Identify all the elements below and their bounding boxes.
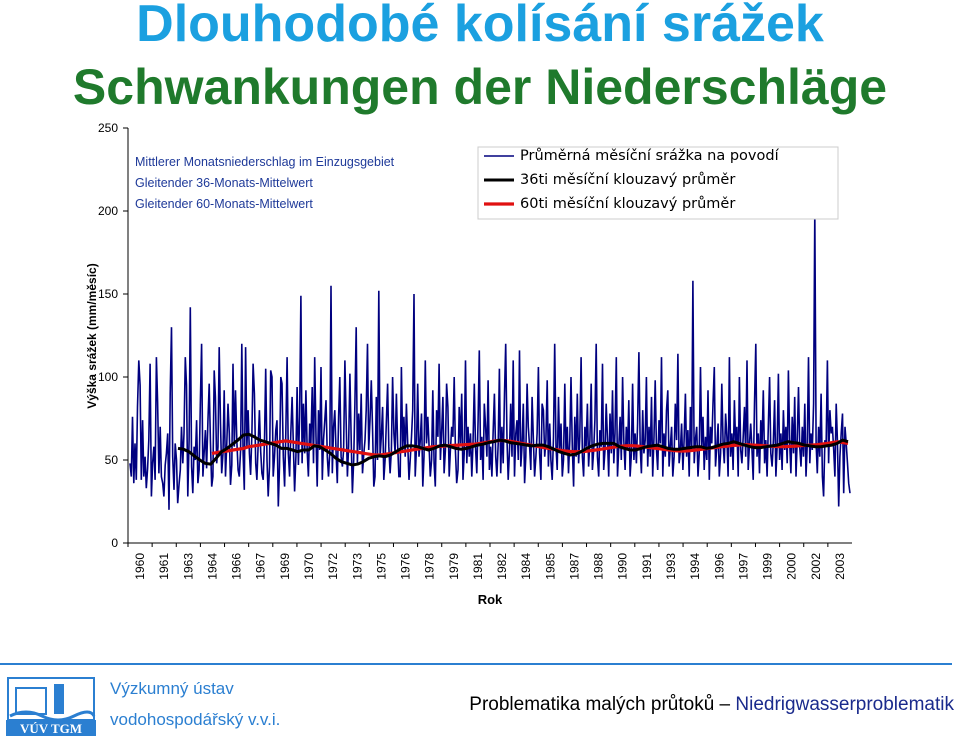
- svg-text:VÚV TGM: VÚV TGM: [20, 721, 82, 736]
- legend-german-entry: Gleitender 60-Monats-Mittelwert: [135, 197, 313, 211]
- legend-german-entry: Mittlerer Monatsniederschlag im Einzugsg…: [135, 155, 395, 169]
- y-axis-title: Výška srážek (mm/měsíc): [85, 263, 99, 408]
- x-tick-label: 1988: [592, 553, 606, 580]
- x-tick-label: 1972: [326, 553, 340, 580]
- y-tick-label: 250: [98, 121, 118, 135]
- y-tick-label: 200: [98, 204, 118, 218]
- x-tick-label: 1967: [254, 553, 268, 580]
- x-tick-label: 1994: [688, 553, 702, 580]
- x-tick-label: 2002: [809, 553, 823, 580]
- series-monthly-precip-line: [129, 210, 851, 510]
- x-tick-label: 1991: [640, 553, 654, 580]
- legend-german-entry: Gleitender 36-Monats-Mittelwert: [135, 176, 313, 190]
- topic-czech: Problematika malých průtoků: [469, 694, 715, 715]
- x-tick-label: 1993: [664, 553, 678, 580]
- x-tick-label: 1970: [302, 553, 316, 580]
- precipitation-chart: 0 50 100 150 200 250 Výška srážek (mm/měsíc) 19…: [85, 121, 852, 607]
- x-axis-title: Rok: [478, 592, 503, 607]
- x-tick-label: 1976: [399, 553, 413, 580]
- institute-name-line1: Výzkumný ústav: [110, 679, 234, 698]
- x-tick-label: 1975: [374, 553, 388, 580]
- x-tick-label: 1961: [157, 553, 171, 580]
- x-tick-label: 1987: [567, 553, 581, 580]
- legend-entry: 60ti měsíční klouzavý průměr: [520, 196, 735, 212]
- legend-box: [477, 146, 839, 220]
- topic-separator: –: [714, 694, 736, 715]
- x-tick-label: 1964: [205, 553, 219, 580]
- y-tick-label: 150: [98, 287, 118, 301]
- x-tick-label: 1960: [133, 553, 147, 580]
- x-tick-label: 1982: [495, 553, 509, 580]
- institute-name-line2: vodohospodářský v.v.i.: [110, 710, 281, 729]
- legend-entry: 36ti měsíční klouzavý průměr: [520, 172, 735, 188]
- x-tick-label: 2000: [785, 553, 799, 580]
- x-tick-label: 1973: [350, 553, 364, 580]
- title-german: Schwankungen der Niederschläge: [72, 59, 888, 115]
- y-tick-label: 0: [111, 536, 118, 550]
- footer-divider: [0, 663, 952, 665]
- x-tick-label: 1966: [230, 553, 244, 580]
- x-tick-label: 1997: [736, 553, 750, 580]
- legend-entry: Průměrná měsíční srážka na povodí: [520, 148, 780, 164]
- footer-topic: Problematika malých průtoků – Niedrigwas…: [469, 694, 954, 716]
- y-tick-label: 50: [105, 453, 119, 467]
- y-tick-label: 100: [98, 370, 118, 384]
- x-tick-label: 1981: [471, 553, 485, 580]
- x-tick-label: 1990: [616, 553, 630, 580]
- x-tick-label: 1996: [712, 553, 726, 580]
- x-tick-label: 1978: [423, 553, 437, 580]
- title-czech: Dlouhodobé kolísání srážek: [136, 0, 824, 53]
- series-36-month-average-line: [177, 432, 849, 467]
- x-tick-label: 1969: [278, 553, 292, 580]
- x-tick-label: 1984: [519, 553, 533, 580]
- x-tick-label: 1985: [543, 553, 557, 580]
- topic-german: Niedrigwasserproblematik: [735, 694, 954, 715]
- x-tick-label: 2003: [833, 553, 847, 580]
- x-tick-label: 1979: [447, 553, 461, 580]
- x-tick-label: 1963: [181, 553, 195, 580]
- x-tick-label: 1999: [761, 553, 775, 580]
- vuv-tgm-logo: VÚV TGM: [6, 677, 96, 736]
